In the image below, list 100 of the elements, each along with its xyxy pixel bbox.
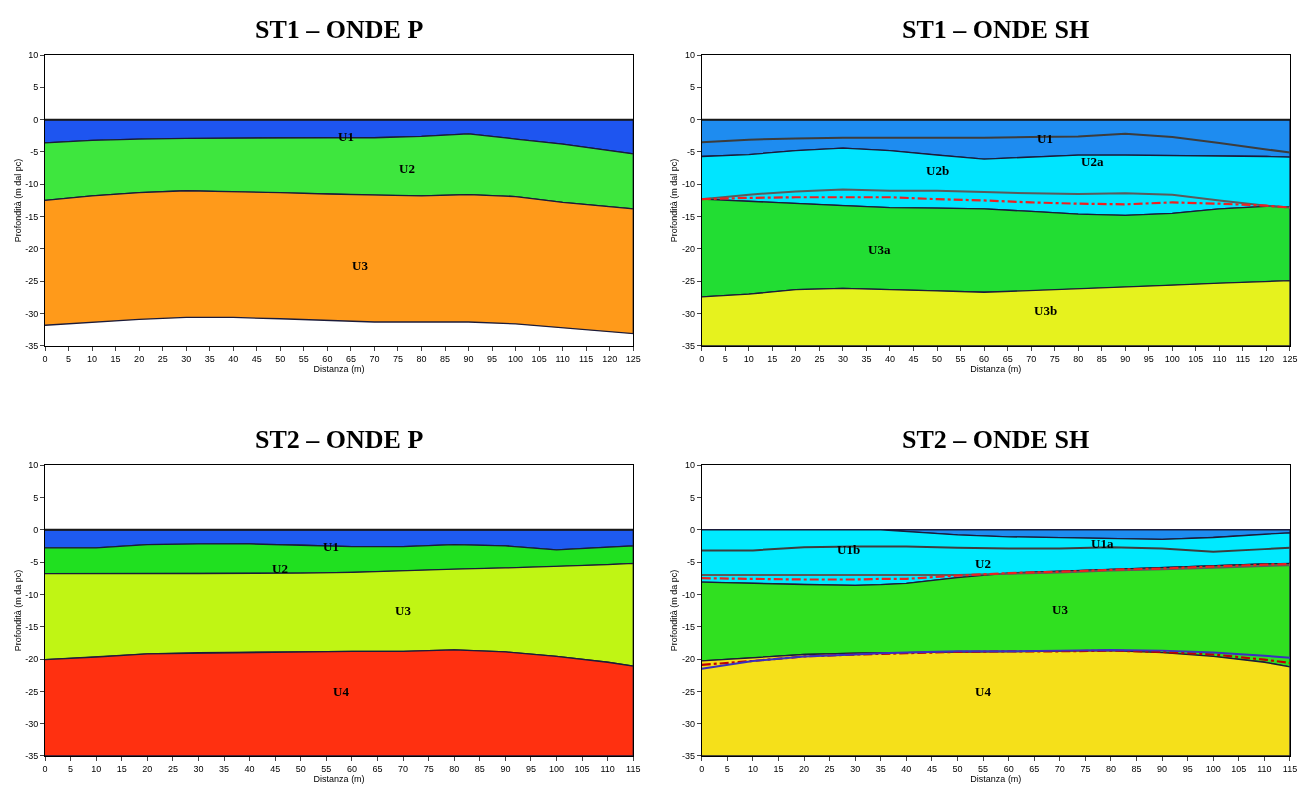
x-tick-label: 95	[525, 763, 536, 774]
chart-title: ST1 – ONDE SH	[902, 15, 1090, 44]
x-tick-label: 115	[626, 763, 641, 774]
x-tick-label: 25	[167, 763, 178, 774]
y-tick-label: 5	[33, 82, 39, 93]
x-tick-label: 30	[850, 763, 861, 774]
x-tick-label: 105	[574, 763, 590, 774]
y-tick-label: -25	[681, 276, 695, 287]
y-tick-label: -10	[25, 589, 39, 600]
x-tick-label: 125	[1282, 353, 1298, 364]
x-tick-label: 95	[487, 353, 498, 364]
chart-title: ST2 – ONDE P	[255, 425, 424, 454]
x-axis-title: Distanza (m)	[313, 363, 365, 374]
x-tick-label: 85	[1096, 353, 1107, 364]
x-tick-label: 85	[440, 353, 451, 364]
x-tick-label: 10	[743, 353, 754, 364]
x-tick-label: 65	[1002, 353, 1013, 364]
annotation: U2	[975, 556, 991, 571]
x-tick-label: 125	[625, 353, 641, 364]
x-tick-label: 20	[134, 353, 145, 364]
y-tick-label: -5	[30, 557, 39, 568]
y-tick-label: -25	[25, 686, 39, 697]
x-tick-label: 85	[474, 763, 485, 774]
annotation: U2	[399, 161, 415, 176]
line-series	[701, 132, 1290, 154]
y-tick-label: 0	[689, 114, 695, 125]
x-tick-label: 60	[979, 353, 990, 364]
x-axis-title: Distanza (m)	[970, 773, 1022, 784]
y-tick-label: 0	[689, 524, 695, 535]
x-tick-label: 15	[767, 353, 778, 364]
x-tick-label: 90	[463, 353, 474, 364]
y-tick-label: -25	[681, 686, 695, 697]
y-tick-label: 5	[689, 82, 695, 93]
x-tick-label: 120	[1258, 353, 1274, 364]
x-tick-label: 0	[699, 353, 705, 364]
x-tick-label: 30	[193, 763, 204, 774]
x-tick-label: 100	[1205, 763, 1221, 774]
x-tick-label: 115	[1235, 353, 1251, 364]
x-axis-title: Distanza (m)	[313, 773, 365, 784]
x-tick-label: 30	[181, 353, 192, 364]
x-tick-label: 90	[1157, 763, 1168, 774]
x-tick-label: 25	[814, 353, 825, 364]
x-tick-label: 100	[508, 353, 524, 364]
x-tick-label: 50	[275, 353, 286, 364]
x-tick-label: 75	[1049, 353, 1060, 364]
x-tick-label: 10	[87, 353, 98, 364]
x-tick-label: 110	[555, 353, 570, 364]
x-tick-label: 105	[1188, 353, 1204, 364]
x-tick-label: 70	[1026, 353, 1037, 364]
y-tick-label: -5	[30, 147, 39, 158]
annotation: U3	[352, 258, 369, 273]
x-tick-label: 20	[142, 763, 153, 774]
x-tick-label: 20	[790, 353, 801, 364]
x-tick-label: 50	[952, 763, 963, 774]
x-tick-label: 5	[68, 763, 74, 774]
y-tick-label: -35	[25, 751, 39, 762]
x-tick-label: 0	[699, 763, 705, 774]
x-tick-label: 35	[861, 353, 872, 364]
annotation: U2b	[926, 163, 950, 178]
x-tick-label: 60	[322, 353, 333, 364]
x-tick-label: 105	[531, 353, 547, 364]
y-tick-label: -35	[681, 751, 695, 762]
x-tick-label: 110	[1257, 763, 1272, 774]
y-tick-label: -15	[25, 211, 39, 222]
x-tick-label: 90	[1120, 353, 1131, 364]
x-tick-label: 30	[837, 353, 848, 364]
x-tick-label: 20	[799, 763, 810, 774]
y-tick-label: -15	[681, 211, 695, 222]
x-tick-label: 10	[91, 763, 102, 774]
x-tick-label: 40	[901, 763, 912, 774]
x-tick-label: 15	[110, 353, 121, 364]
x-tick-label: 55	[978, 763, 989, 774]
y-tick-label: -20	[25, 654, 39, 665]
y-tick-label: -15	[681, 621, 695, 632]
y-tick-label: -25	[25, 276, 39, 287]
x-tick-label: 120	[602, 353, 618, 364]
y-tick-label: 10	[28, 50, 39, 61]
x-tick-label: 35	[875, 763, 886, 774]
x-tick-label: 85	[1131, 763, 1142, 774]
y-tick-label: 0	[33, 524, 39, 535]
x-tick-label: 105	[1231, 763, 1247, 774]
x-tick-label: 110	[600, 763, 615, 774]
y-tick-label: -20	[681, 654, 695, 665]
y-axis-title: Profondità (m dal pc)	[669, 158, 680, 243]
x-tick-label: 75	[423, 763, 434, 774]
y-tick-label: -10	[681, 589, 695, 600]
x-tick-label: 15	[116, 763, 127, 774]
x-tick-label: 25	[824, 763, 835, 774]
x-tick-label: 55	[321, 763, 332, 774]
x-tick-label: 0	[42, 353, 48, 364]
annotation: U3	[395, 603, 412, 618]
x-tick-label: 65	[345, 353, 356, 364]
line-series	[701, 562, 1290, 581]
x-tick-label: 40	[244, 763, 255, 774]
x-tick-label: 110	[1212, 353, 1227, 364]
x-tick-label: 55	[955, 353, 966, 364]
x-tick-label: 75	[1080, 763, 1091, 774]
x-tick-label: 60	[1003, 763, 1014, 774]
y-tick-label: -20	[681, 244, 695, 255]
annotation: U4	[333, 684, 350, 699]
